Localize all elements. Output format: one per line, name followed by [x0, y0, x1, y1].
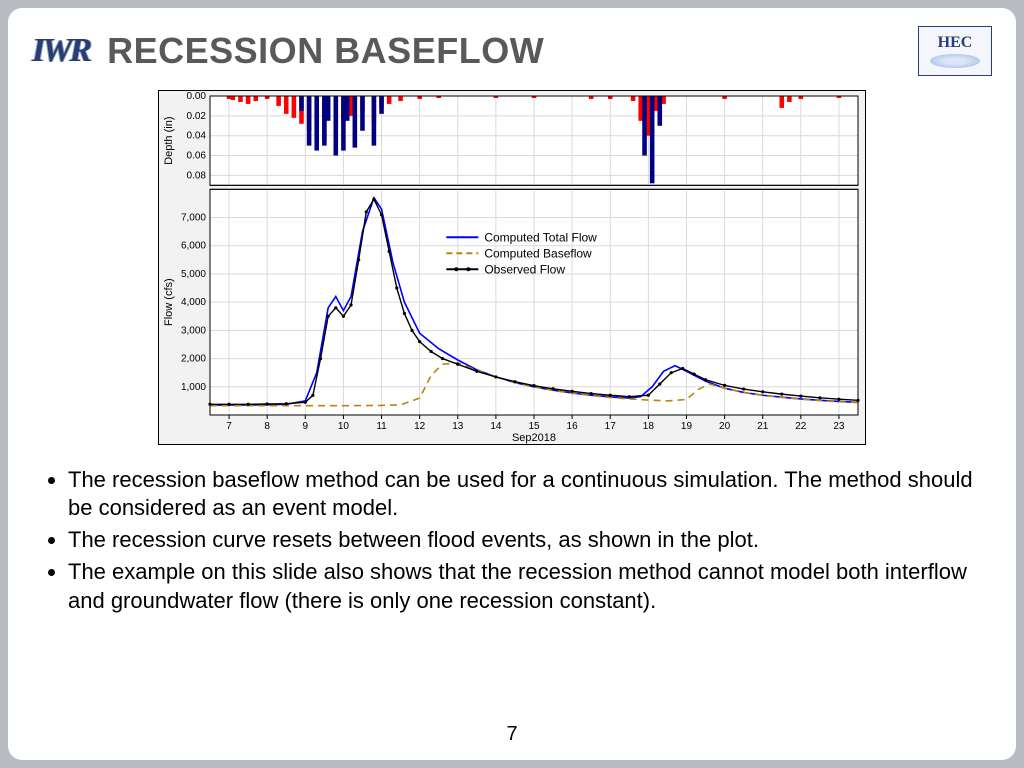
svg-text:7: 7 — [226, 421, 232, 432]
bullet-list: The recession baseflow method can be use… — [40, 466, 984, 615]
svg-text:10: 10 — [338, 421, 350, 432]
header-row: IWR RECESSION BASEFLOW HEC — [32, 26, 992, 76]
svg-text:17: 17 — [605, 421, 617, 432]
svg-text:5,000: 5,000 — [181, 269, 206, 280]
svg-text:0.02: 0.02 — [187, 111, 207, 122]
svg-text:4,000: 4,000 — [181, 297, 206, 308]
svg-text:2,000: 2,000 — [181, 354, 206, 365]
svg-text:6,000: 6,000 — [181, 241, 206, 252]
svg-text:Computed Baseflow: Computed Baseflow — [484, 246, 592, 260]
svg-text:12: 12 — [414, 421, 426, 432]
svg-text:16: 16 — [567, 421, 579, 432]
hec-logo-wave — [930, 54, 980, 68]
hec-logo: HEC — [918, 26, 992, 76]
svg-text:3,000: 3,000 — [181, 325, 206, 336]
bullet-item: The recession baseflow method can be use… — [68, 466, 984, 522]
svg-text:8: 8 — [264, 421, 270, 432]
svg-text:21: 21 — [757, 421, 769, 432]
svg-text:Flow (cfs): Flow (cfs) — [163, 278, 175, 326]
svg-text:Depth (in): Depth (in) — [163, 117, 175, 165]
bullet-item: The example on this slide also shows tha… — [68, 558, 984, 614]
chart-container: 0.00 0.02 0.04 0.06 0.08 Depth (in) 7 8 9 10 11 12 1… — [158, 90, 866, 450]
svg-text:20: 20 — [719, 421, 731, 432]
page-title: RECESSION BASEFLOW — [107, 30, 544, 72]
svg-text:0.08: 0.08 — [187, 170, 207, 181]
svg-text:1,000: 1,000 — [181, 382, 206, 393]
svg-text:0.04: 0.04 — [187, 131, 207, 142]
slide: IWR RECESSION BASEFLOW HEC 0.000.020.040… — [8, 8, 1016, 760]
svg-text:Computed Total Flow: Computed Total Flow — [484, 230, 597, 244]
svg-text:9: 9 — [303, 421, 309, 432]
svg-text:14: 14 — [490, 421, 502, 432]
hec-logo-text: HEC — [938, 34, 973, 52]
svg-text:Observed Flow: Observed Flow — [484, 262, 565, 276]
hydrograph-chart: 0.00 0.02 0.04 0.06 0.08 Depth (in) 7 8 9 10 11 12 1… — [158, 90, 866, 445]
svg-text:15: 15 — [528, 421, 540, 432]
svg-text:23: 23 — [833, 421, 845, 432]
svg-text:Sep2018: Sep2018 — [512, 432, 556, 444]
page-number: 7 — [8, 723, 1016, 746]
bullet-item: The recession curve resets between flood… — [68, 526, 984, 554]
svg-text:7,000: 7,000 — [181, 213, 206, 224]
svg-text:0.00: 0.00 — [187, 91, 207, 102]
svg-text:0.06: 0.06 — [187, 151, 207, 162]
svg-text:11: 11 — [376, 421, 387, 432]
svg-text:18: 18 — [643, 421, 655, 432]
iwr-logo: IWR — [32, 32, 89, 70]
svg-text:22: 22 — [795, 421, 807, 432]
svg-text:19: 19 — [681, 421, 693, 432]
svg-text:13: 13 — [452, 421, 464, 432]
